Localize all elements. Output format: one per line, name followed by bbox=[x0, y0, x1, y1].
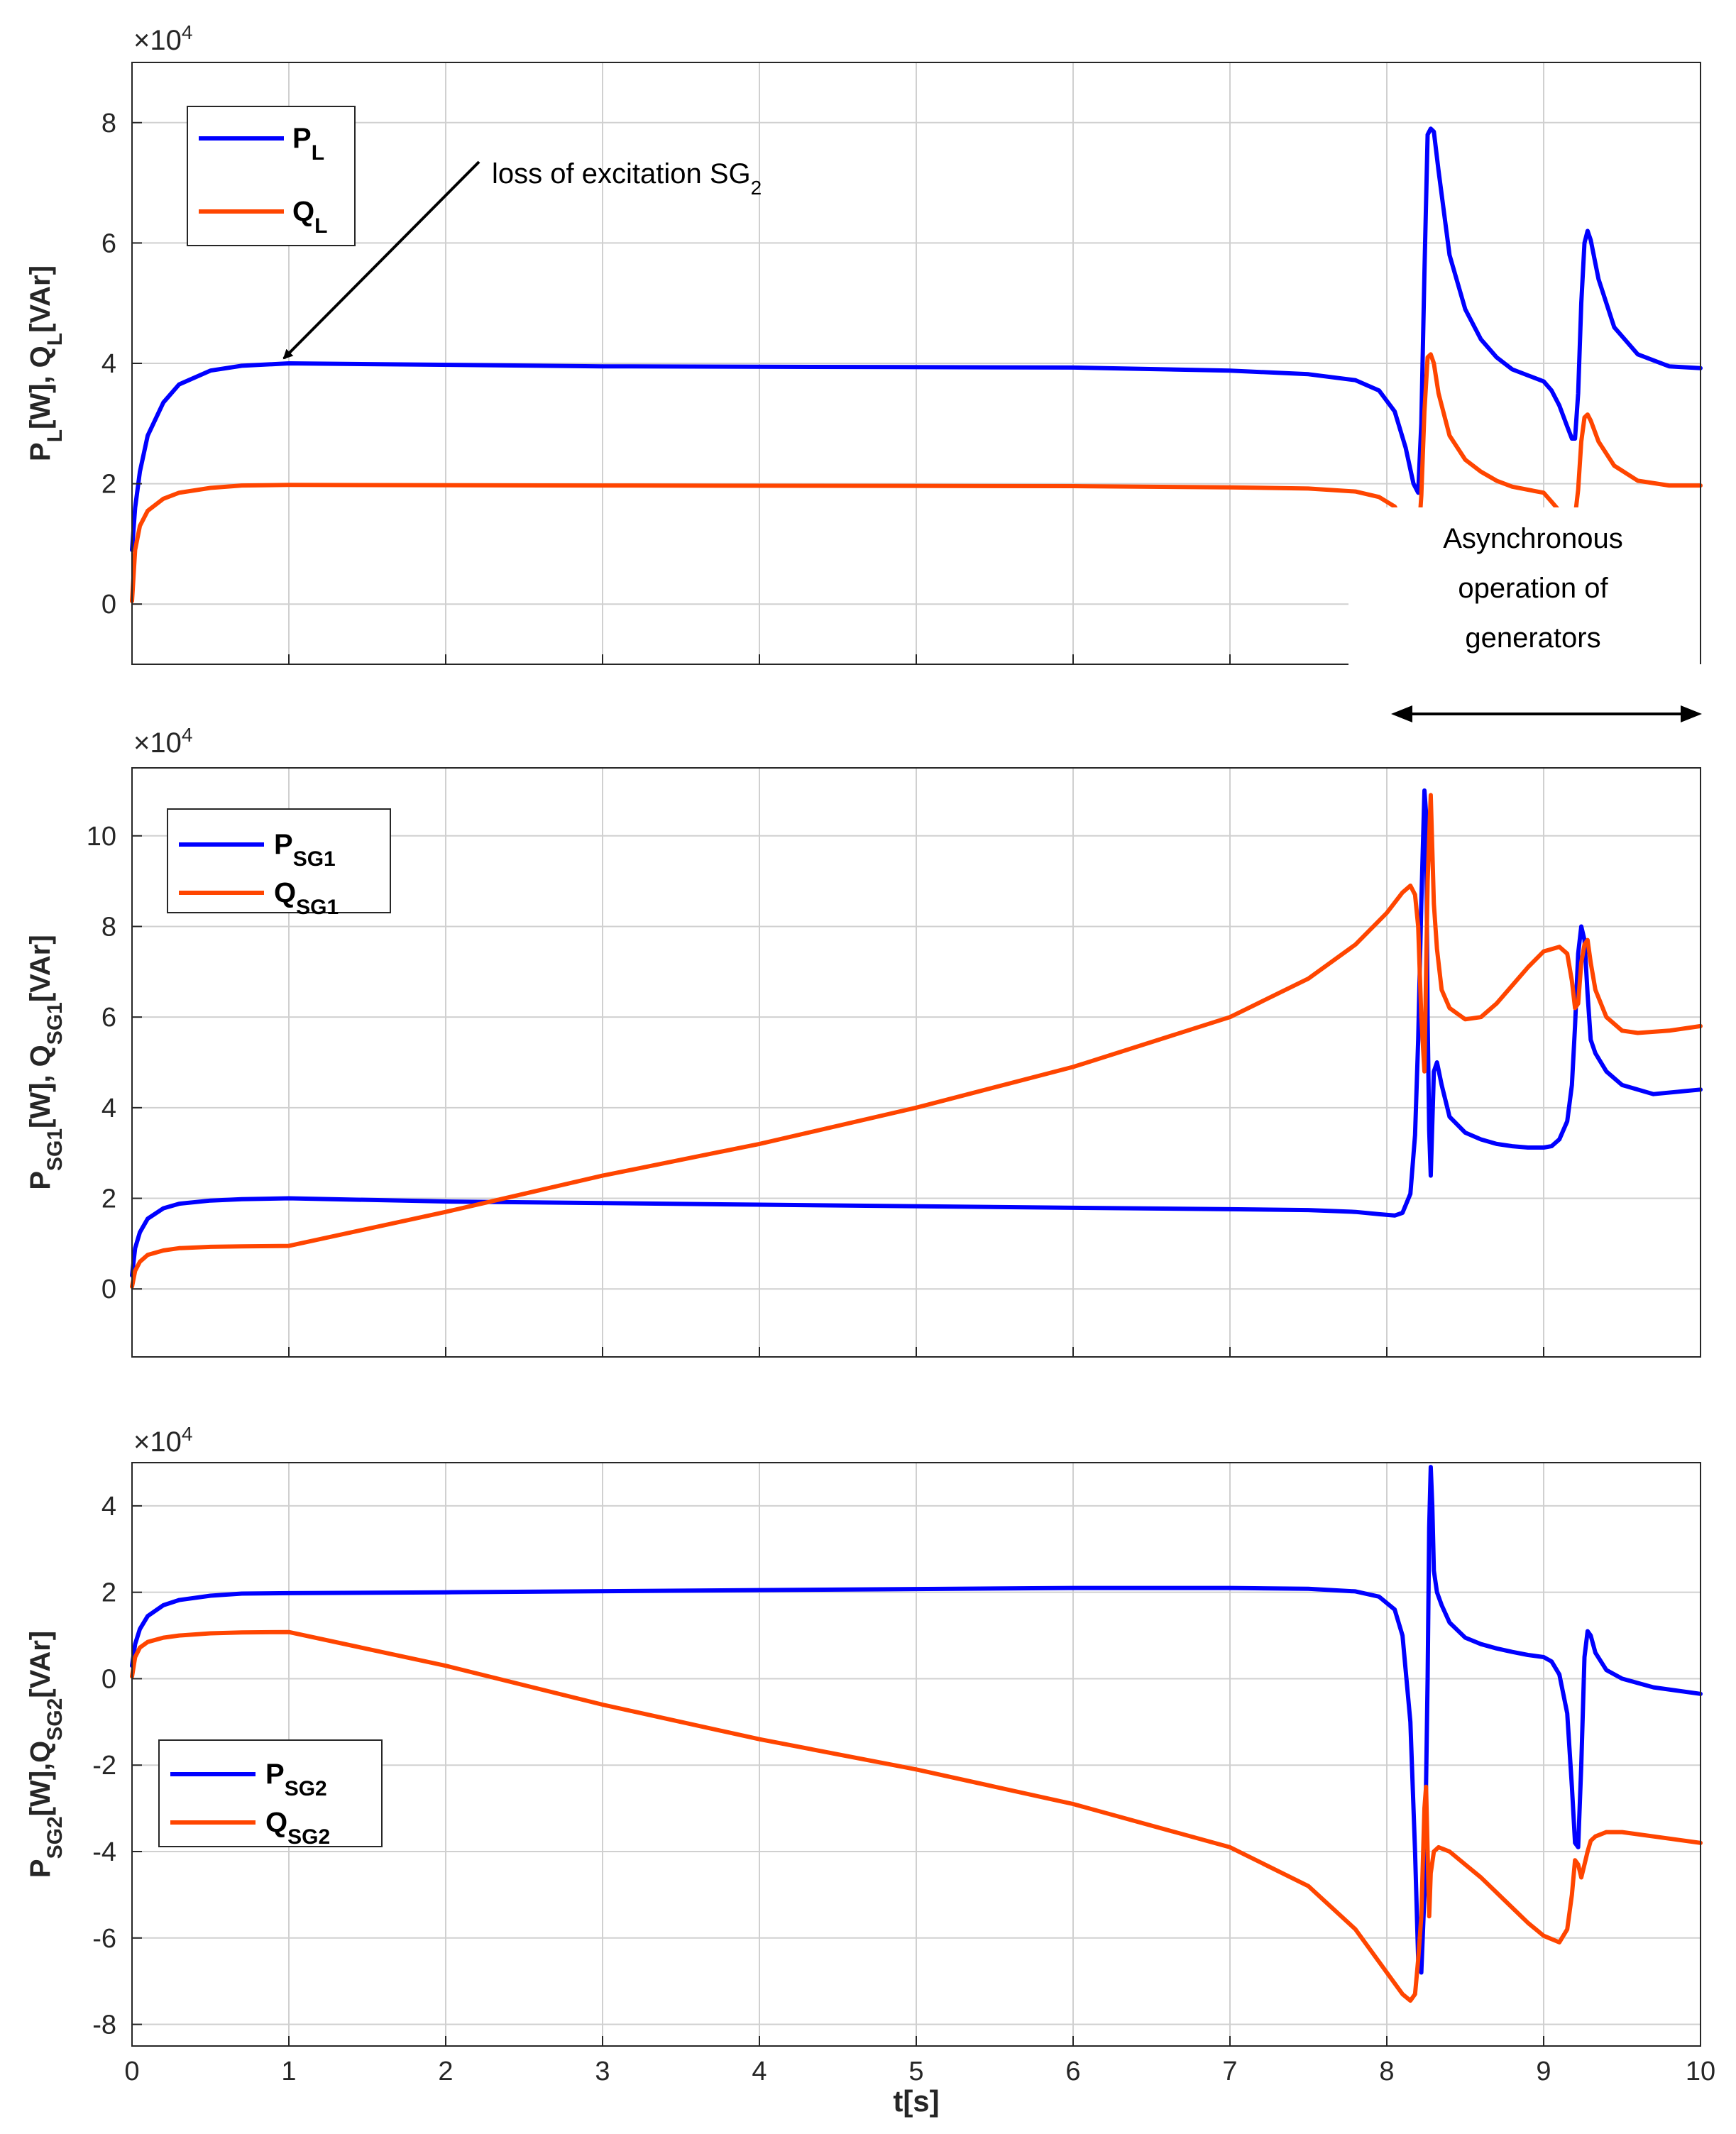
legend-box bbox=[158, 1739, 383, 1847]
async-arrow-right-head bbox=[1681, 705, 1702, 722]
x-tick-label: 8 bbox=[1379, 2057, 1394, 2086]
loss-excitation-label: loss of excitation SG2 bbox=[492, 158, 762, 199]
panel-load-power: 0 2 4 6 8 ×104 PL[W], QL[VAr] PL QL loss of … bbox=[25, 21, 1703, 665]
y-tick-label: 2 bbox=[101, 1578, 116, 1608]
legend: PSG1 QSG1 bbox=[167, 808, 391, 919]
y-tick-label: 10 bbox=[87, 822, 116, 852]
y-tick-label: 2 bbox=[101, 470, 116, 500]
y-tick-label: 4 bbox=[101, 349, 116, 379]
y-tick-labels: 0 2 4 6 8 10 bbox=[87, 822, 142, 1304]
legend-label-p: PL bbox=[292, 123, 324, 165]
y-tick-label: 0 bbox=[101, 1275, 116, 1304]
loss-excitation-annotation: loss of excitation SG2 bbox=[282, 158, 762, 360]
y-tick-label: 2 bbox=[101, 1184, 116, 1214]
async-arrow-left-head bbox=[1391, 705, 1412, 722]
x-tick-label: 7 bbox=[1222, 2057, 1237, 2086]
panel-sg2-power: -8 -6 -4 -2 0 2 4 0 1 2 3 4 5 6 7 8 9 10 ×104 PSG2[W],QS… bbox=[25, 1423, 1715, 2118]
legend-box bbox=[167, 808, 391, 913]
y-tick-labels: -8 -6 -4 -2 0 2 4 bbox=[92, 1492, 142, 2040]
y-tick-label: -6 bbox=[92, 1924, 116, 1954]
async-annotation: Asynchronous operation of generators bbox=[1348, 507, 1703, 722]
panel-sg1-power: 0 2 4 6 8 10 ×104 PSG1[W], QSG1[VAr] PSG1 QSG… bbox=[25, 724, 1703, 1358]
async-line-2: operation of bbox=[1458, 573, 1608, 604]
series-q-sg1 bbox=[130, 793, 1703, 1289]
x-tick-label: 4 bbox=[752, 2057, 767, 2086]
y-multiplier: ×104 bbox=[133, 21, 192, 57]
y-tick-label: 8 bbox=[101, 912, 116, 942]
legend-label-q: QSG2 bbox=[265, 1807, 330, 1849]
async-line-3: generators bbox=[1465, 622, 1600, 654]
series-p-l bbox=[130, 126, 1703, 552]
x-tick-label: 0 bbox=[124, 2057, 139, 2086]
series-p-sg1 bbox=[130, 788, 1703, 1278]
y-multiplier: ×104 bbox=[133, 724, 192, 759]
y-tick-labels: 0 2 4 6 8 bbox=[101, 109, 142, 620]
x-tick-label: 3 bbox=[595, 2057, 610, 2086]
series-q-sg2 bbox=[130, 1629, 1703, 2003]
y-tick-label: 0 bbox=[101, 590, 116, 620]
legend-label-q: QSG1 bbox=[274, 877, 339, 919]
y-axis-label: PL[W], QL[VAr] bbox=[25, 265, 67, 461]
y-axis-label: PSG1[W], QSG1[VAr] bbox=[25, 935, 67, 1189]
series-layer bbox=[130, 1465, 1703, 2003]
x-tick-label: 10 bbox=[1686, 2057, 1715, 2086]
legend-box bbox=[187, 106, 356, 246]
y-tick-label: -8 bbox=[92, 2011, 116, 2040]
series-layer bbox=[130, 126, 1703, 603]
y-tick-label: 6 bbox=[101, 1003, 116, 1033]
x-tick-labels bbox=[131, 1347, 1701, 1357]
x-tick-label: 2 bbox=[438, 2057, 453, 2086]
y-tick-label: 4 bbox=[101, 1492, 116, 1522]
legend-label-p: PSG2 bbox=[265, 1759, 327, 1800]
annotation-arrow bbox=[282, 160, 480, 360]
legend: PSG2 QSG2 bbox=[158, 1739, 383, 1849]
x-tick-label: 6 bbox=[1065, 2057, 1080, 2086]
legend: PL QL bbox=[187, 106, 356, 246]
y-tick-label: -2 bbox=[92, 1751, 116, 1781]
series-q-l bbox=[130, 352, 1703, 603]
async-line-1: Asynchronous bbox=[1443, 523, 1622, 554]
y-axis-label: PSG2[W],QSG2[VAr] bbox=[25, 1631, 67, 1878]
y-tick-label: 4 bbox=[101, 1094, 116, 1123]
x-tick-label: 5 bbox=[908, 2057, 923, 2086]
series-layer bbox=[130, 788, 1703, 1289]
x-tick-label: 9 bbox=[1536, 2057, 1551, 2086]
legend-label-p: PSG1 bbox=[274, 829, 336, 871]
async-label-background bbox=[1348, 507, 1703, 671]
y-tick-label: 6 bbox=[101, 229, 116, 258]
x-tick-labels: 0 1 2 3 4 5 6 7 8 9 10 bbox=[124, 2036, 1715, 2086]
x-tick-label: 1 bbox=[281, 2057, 296, 2086]
y-tick-label: 0 bbox=[101, 1664, 116, 1694]
y-multiplier: ×104 bbox=[133, 1423, 192, 1458]
series-p-sg2 bbox=[130, 1465, 1703, 1975]
y-tick-label: -4 bbox=[92, 1837, 116, 1867]
legend-label-q: QL bbox=[292, 196, 327, 238]
y-tick-label: 8 bbox=[101, 109, 116, 138]
x-axis-label: t[s] bbox=[893, 2084, 939, 2118]
